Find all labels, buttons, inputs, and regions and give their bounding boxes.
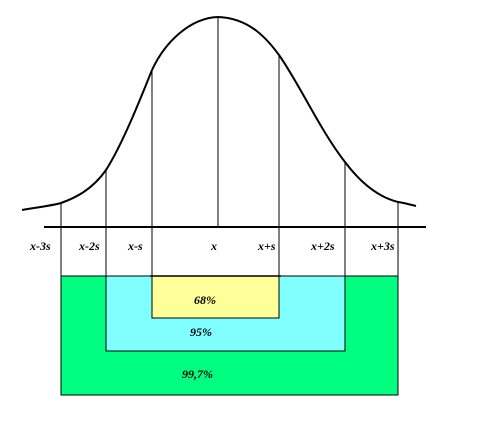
- band-label-two-sigma: 95%: [190, 325, 212, 339]
- axis-label-minus-2s: x-2s: [78, 239, 100, 253]
- band-label-one-sigma: 68%: [194, 293, 216, 307]
- bell-curve: [21, 15, 417, 211]
- axis-label-plus-3s: x+3s: [370, 239, 395, 253]
- axis-label-minus-s: x-s: [127, 239, 143, 253]
- axis-label-minus-3s: x-3s: [29, 239, 51, 253]
- band-label-three-sigma: 99,7%: [182, 367, 213, 381]
- axis-label-mean: x: [210, 239, 217, 253]
- axis-label-plus-2s: x+2s: [310, 239, 335, 253]
- axis-label-plus-s: x+s: [257, 239, 276, 253]
